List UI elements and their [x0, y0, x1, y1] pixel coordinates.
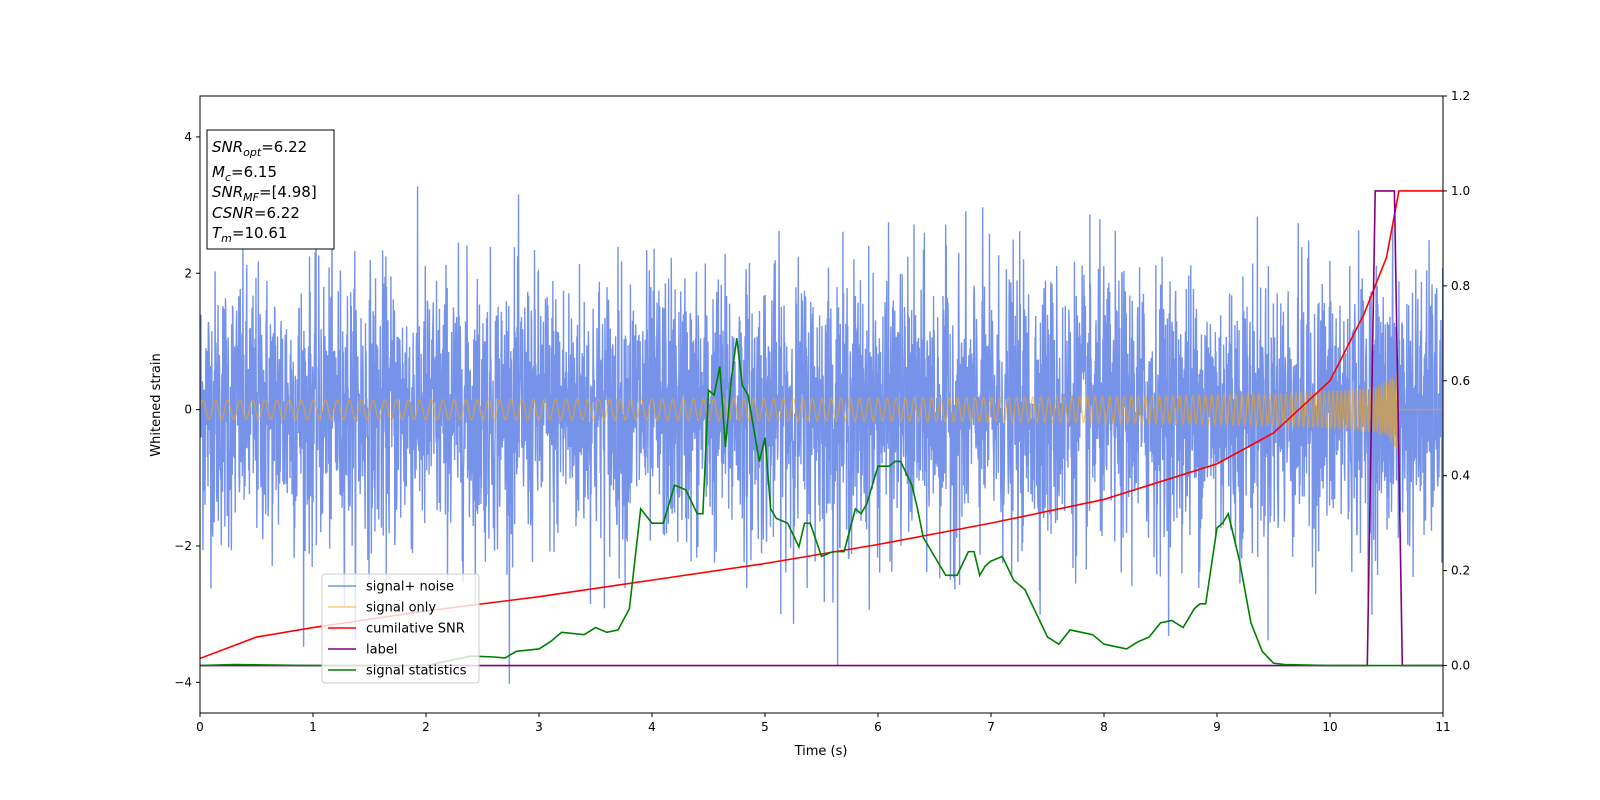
y-right-tick-label: 0.0 — [1451, 659, 1470, 673]
legend-label-signal-only: signal only — [366, 601, 436, 616]
x-tick-label: 9 — [1213, 720, 1221, 734]
legend: signal+ noise signal only cumilative SNR la… — [321, 573, 480, 684]
series-signal-statistics — [200, 337, 1443, 667]
x-axis-label: Time (s) — [794, 744, 848, 759]
x-tick-label: 4 — [648, 720, 656, 734]
series-signal-only — [200, 372, 1443, 451]
legend-frame — [321, 573, 480, 684]
x-tick-label: 8 — [1100, 720, 1108, 734]
x-tick-label: 6 — [874, 720, 882, 734]
x-tick-label: 11 — [1435, 720, 1450, 734]
series-signal-noise — [200, 186, 1443, 684]
axis-ticks: 0 1 2 3 4 5 6 7 8 9 10 11 −4 −2 0 2 4 0.0 0.2 0.4 0.6 0.8 1.0 1… — [174, 89, 1470, 734]
y-left-tick-label: 4 — [184, 130, 192, 144]
y-right-tick-label: 0.2 — [1451, 564, 1470, 578]
x-tick-label: 1 — [309, 720, 317, 734]
legend-label-signal-noise: signal+ noise — [366, 580, 454, 595]
y-left-tick-label: 2 — [184, 266, 192, 280]
legend-label-label: label — [366, 643, 397, 658]
annotation-line: CSNR=6.22 — [212, 204, 300, 222]
x-tick-label: 0 — [196, 720, 204, 734]
x-tick-label: 3 — [535, 720, 543, 734]
y-left-tick-label: −2 — [174, 539, 192, 553]
axes-frame — [199, 95, 1444, 714]
annotation-line: Mc=6.15 — [212, 163, 277, 184]
y-axis-label: Whitened strain — [149, 353, 164, 456]
annotation-line: SNRopt=6.22 — [212, 138, 307, 159]
x-tick-label: 7 — [987, 720, 995, 734]
legend-label-signal-statistics: signal statistics — [366, 664, 467, 679]
y-right-tick-label: 1.2 — [1451, 89, 1470, 103]
annotation-frame — [206, 129, 335, 250]
y-right-tick-label: 0.6 — [1451, 374, 1470, 388]
y-left-tick-label: 0 — [184, 403, 192, 417]
y-right-tick-label: 0.8 — [1451, 279, 1470, 293]
x-tick-label: 2 — [422, 720, 430, 734]
y-right-tick-label: 1.0 — [1451, 184, 1470, 198]
x-tick-label: 5 — [761, 720, 769, 734]
annotation-line: Tm=10.61 — [212, 224, 287, 245]
y-left-tick-label: −4 — [174, 675, 192, 689]
x-tick-label: 10 — [1322, 720, 1337, 734]
legend-label-cumilative-snr: cumilative SNR — [366, 622, 465, 637]
y-right-tick-label: 0.4 — [1451, 469, 1470, 483]
annotation-line: SNRMF=[4.98] — [212, 183, 317, 204]
